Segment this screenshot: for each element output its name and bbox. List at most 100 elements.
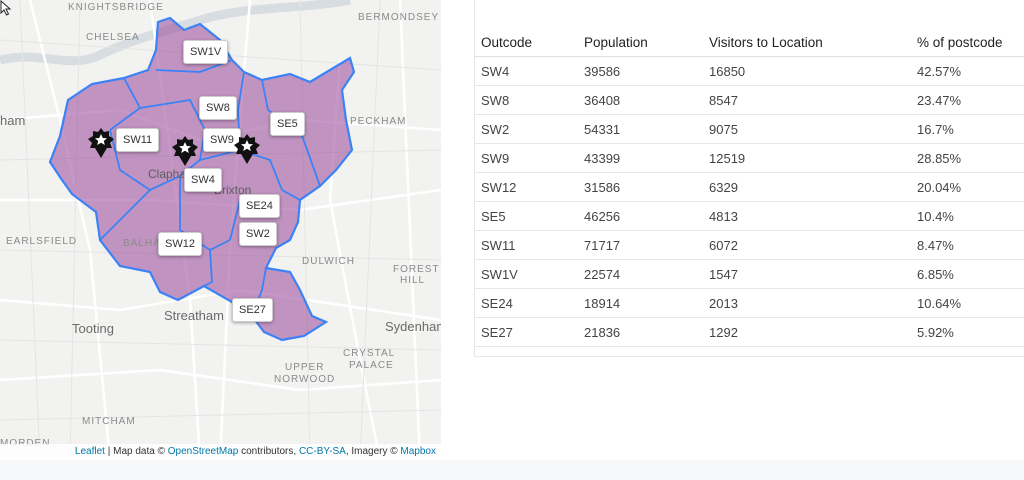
postcode-label[interactable]: SW1V (183, 40, 229, 64)
cell-visitors: 2013 (703, 288, 911, 318)
column-header-visitors: Visitors to Location (703, 28, 911, 57)
map-attribution: Leaflet | Map data © OpenStreetMap contr… (0, 444, 441, 460)
table-header-row: Outcode Population Visitors to Location … (475, 28, 1024, 57)
cell-outcode: SE5 (475, 201, 578, 231)
attribution-text: | Map data © (104, 446, 168, 457)
postcode-label[interactable]: SW8 (199, 96, 237, 120)
place-label: EARLSFIELD (6, 236, 77, 247)
place-label: NORWOOD (274, 374, 335, 385)
place-label: KNIGHTSBRIDGE (68, 2, 164, 13)
cell-visitors: 1292 (703, 317, 911, 347)
place-label: Streatham (164, 308, 224, 323)
postcode-label[interactable]: SW4 (184, 168, 222, 192)
cell-percent: 8.47% (911, 230, 1024, 260)
cell-visitors: 6329 (703, 172, 911, 202)
place-label: PALACE (349, 360, 394, 371)
table-row: SW12 31586 6329 20.04% (475, 172, 1024, 202)
place-label: HILL (400, 275, 425, 286)
license-link[interactable]: CC-BY-SA (298, 446, 346, 457)
place-label: MORDEN (0, 438, 50, 449)
table-row: SW2 54331 9075 16.7% (475, 114, 1024, 144)
cell-outcode: SW8 (475, 85, 578, 115)
table-row: SW11 71717 6072 8.47% (475, 230, 1024, 260)
cell-outcode: SW4 (475, 56, 578, 86)
page-footer-band (0, 460, 1024, 480)
openstreetmap-link[interactable]: OpenStreetMap (167, 446, 239, 457)
postcode-label[interactable]: SW2 (239, 222, 277, 246)
cell-visitors: 12519 (703, 143, 911, 173)
place-label: CHELSEA (86, 32, 140, 43)
cell-visitors: 6072 (703, 230, 911, 260)
cell-population: 43399 (578, 143, 703, 173)
place-label: CRYSTAL (343, 348, 395, 359)
cell-visitors: 1547 (703, 259, 911, 289)
cell-outcode: SW11 (475, 230, 578, 260)
star-marker-icon[interactable] (172, 136, 198, 166)
place-label: ham (0, 113, 25, 128)
place-label: Sydenham (385, 319, 441, 334)
column-header-population: Population (578, 28, 703, 57)
mouse-cursor-icon (0, 0, 12, 16)
cell-percent: 10.64% (911, 288, 1024, 318)
star-marker-icon[interactable] (88, 128, 114, 158)
cell-visitors: 16850 (703, 56, 911, 86)
attribution-text: contributors, (238, 446, 299, 457)
postcode-table: Outcode Population Visitors to Location … (475, 28, 1024, 347)
cell-population: 39586 (578, 56, 703, 86)
table-row: SW1V 22574 1547 6.85% (475, 259, 1024, 289)
cell-outcode: SE24 (475, 288, 578, 318)
cell-population: 46256 (578, 201, 703, 231)
star-marker-icon[interactable] (234, 134, 260, 164)
postcode-table-card: Outcode Population Visitors to Location … (474, 0, 1024, 357)
cell-percent: 10.4% (911, 201, 1024, 231)
postcode-label[interactable]: SE24 (239, 194, 280, 218)
cell-population: 21836 (578, 317, 703, 347)
cell-outcode: SW2 (475, 114, 578, 144)
place-label: MITCHAM (82, 416, 136, 427)
place-label: DULWICH (302, 256, 355, 267)
table-row: SW4 39586 16850 42.57% (475, 56, 1024, 86)
cell-population: 18914 (578, 288, 703, 318)
cell-percent: 42.57% (911, 56, 1024, 86)
postcode-label[interactable]: SE5 (270, 112, 305, 136)
place-label: FOREST (393, 264, 440, 275)
cell-outcode: SE27 (475, 317, 578, 347)
place-label: BERMONDSEY (358, 12, 439, 23)
cell-population: 54331 (578, 114, 703, 144)
postcode-label[interactable]: SE27 (232, 298, 273, 322)
map-tiles: KNIGHTSBRIDGE BERMONDSEY CHELSEA ham PEC… (0, 0, 441, 460)
cell-visitors: 8547 (703, 85, 911, 115)
cell-percent: 16.7% (911, 114, 1024, 144)
cell-visitors: 4813 (703, 201, 911, 231)
cell-visitors: 9075 (703, 114, 911, 144)
postcode-label[interactable]: SW11 (116, 128, 160, 152)
table-row: SW8 36408 8547 23.47% (475, 85, 1024, 115)
cell-outcode: SW1V (475, 259, 578, 289)
place-label: UPPER (285, 362, 324, 373)
mapbox-link[interactable]: Mapbox (400, 446, 436, 457)
table-row: SE27 21836 1292 5.92% (475, 317, 1024, 347)
postcode-label[interactable]: SW9 (203, 128, 241, 152)
column-header-percent: % of postcode (911, 28, 1024, 57)
postcode-label[interactable]: SW12 (158, 232, 202, 256)
cell-percent: 6.85% (911, 259, 1024, 289)
attribution-text: , Imagery © (345, 446, 401, 457)
table-row: SW9 43399 12519 28.85% (475, 143, 1024, 173)
place-label: PECKHAM (350, 116, 406, 127)
cell-population: 71717 (578, 230, 703, 260)
column-header-outcode: Outcode (475, 28, 578, 57)
place-label: Brixton (214, 183, 251, 197)
table-row: SE24 18914 2013 10.64% (475, 288, 1024, 318)
map-view[interactable]: KNIGHTSBRIDGE BERMONDSEY CHELSEA ham PEC… (0, 0, 441, 460)
table-row: SE5 46256 4813 10.4% (475, 201, 1024, 231)
cell-population: 22574 (578, 259, 703, 289)
cell-percent: 28.85% (911, 143, 1024, 173)
cell-percent: 23.47% (911, 85, 1024, 115)
place-label: Tooting (72, 321, 114, 336)
cell-outcode: SW9 (475, 143, 578, 173)
cell-percent: 20.04% (911, 172, 1024, 202)
cell-outcode: SW12 (475, 172, 578, 202)
leaflet-link[interactable]: Leaflet (74, 446, 105, 457)
cell-population: 31586 (578, 172, 703, 202)
place-label: BALHAM (123, 238, 170, 249)
